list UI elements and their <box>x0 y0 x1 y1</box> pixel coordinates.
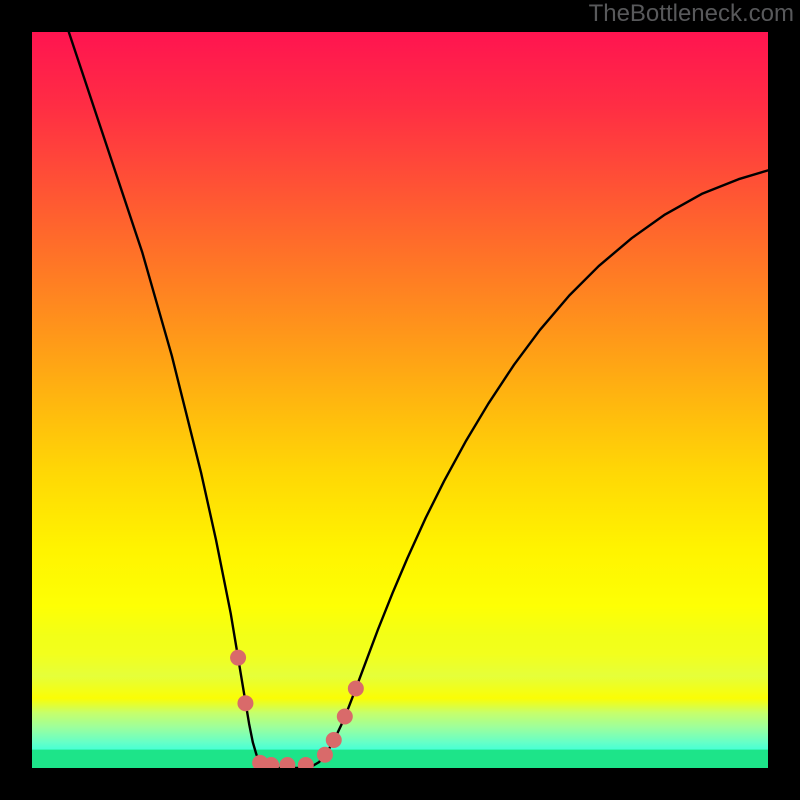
chart-stage: TheBottleneck.com <box>0 0 800 800</box>
curve-marker <box>348 681 364 697</box>
watermark-text: TheBottleneck.com <box>589 0 794 28</box>
curve-marker <box>237 695 253 711</box>
chart-background <box>32 32 768 768</box>
curve-marker <box>337 708 353 724</box>
chart-bottom-band <box>32 750 768 768</box>
curve-marker <box>317 747 333 763</box>
curve-marker <box>326 732 342 748</box>
curve-marker <box>230 650 246 666</box>
bottleneck-chart <box>32 32 768 768</box>
